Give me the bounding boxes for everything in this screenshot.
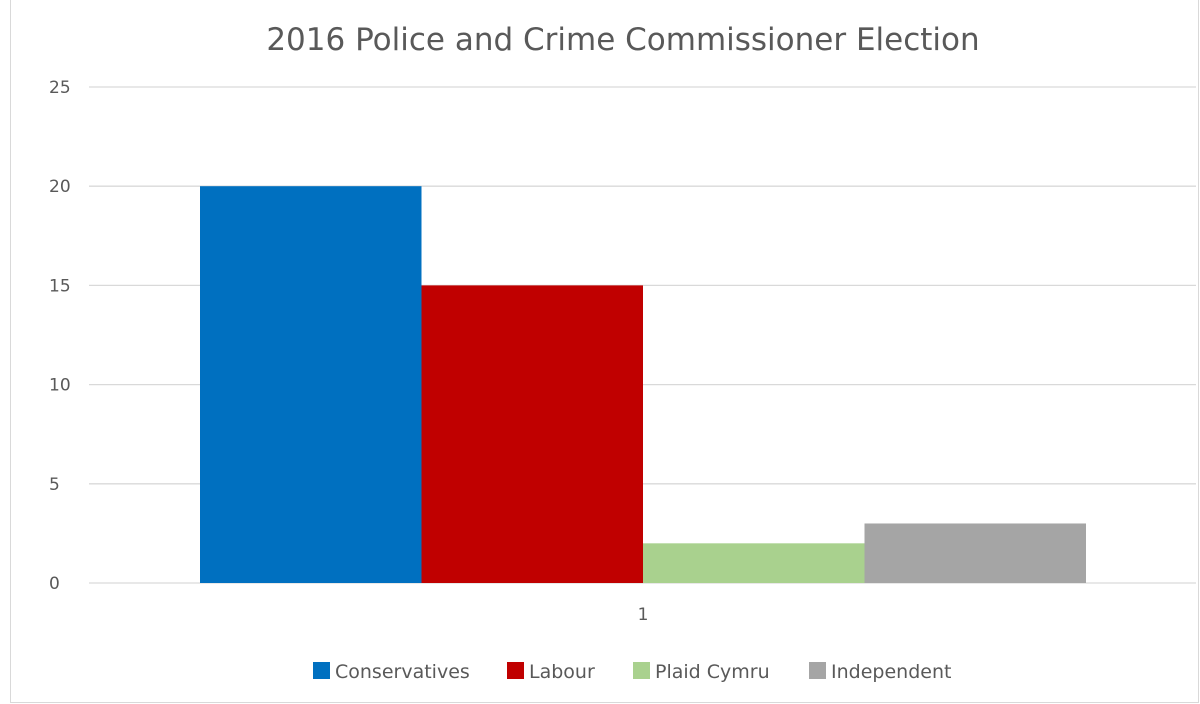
y-tick-label: 0: [49, 574, 60, 594]
legend-item-plaid-cymru: Plaid Cymru: [633, 661, 770, 683]
legend: Conservatives Labour Plaid Cymru Independen…: [313, 661, 951, 683]
legend-item-conservatives: Conservatives: [313, 661, 470, 683]
y-axis-tick-labels: 0 5 10 15 20 25: [49, 78, 71, 594]
y-tick-label: 15: [49, 276, 71, 296]
chart-svg: 0 5 10 15 20 25 1 Conservatives Labour Plaid Cy…: [49, 22, 1196, 683]
x-tick-label: 1: [638, 605, 649, 625]
legend-label: Plaid Cymru: [655, 661, 770, 683]
legend-label: Conservatives: [335, 661, 470, 683]
y-tick-label: 5: [49, 475, 60, 495]
legend-swatch: [809, 662, 826, 679]
legend-swatch: [633, 662, 650, 679]
bar-plaid-cymru: [643, 543, 865, 583]
chart-frame: 0 5 10 15 20 25 1 Conservatives Labour Plaid Cy…: [10, 0, 1199, 703]
y-tick-label: 25: [49, 78, 71, 98]
legend-label: Labour: [529, 661, 595, 683]
legend-item-independent: Independent: [809, 661, 951, 683]
bar-conservatives: [200, 186, 422, 583]
legend-swatch: [313, 662, 330, 679]
bar-independent: [864, 523, 1086, 583]
chart-title: 2016 Police and Crime Commissioner Elect…: [266, 22, 979, 58]
y-tick-label: 20: [49, 177, 71, 197]
legend-swatch: [507, 662, 524, 679]
x-axis-tick-labels: 1: [638, 605, 649, 625]
bar-labour: [421, 285, 643, 583]
y-tick-label: 10: [49, 376, 71, 396]
bars: [200, 186, 1086, 583]
legend-label: Independent: [831, 661, 951, 683]
legend-item-labour: Labour: [507, 661, 595, 683]
